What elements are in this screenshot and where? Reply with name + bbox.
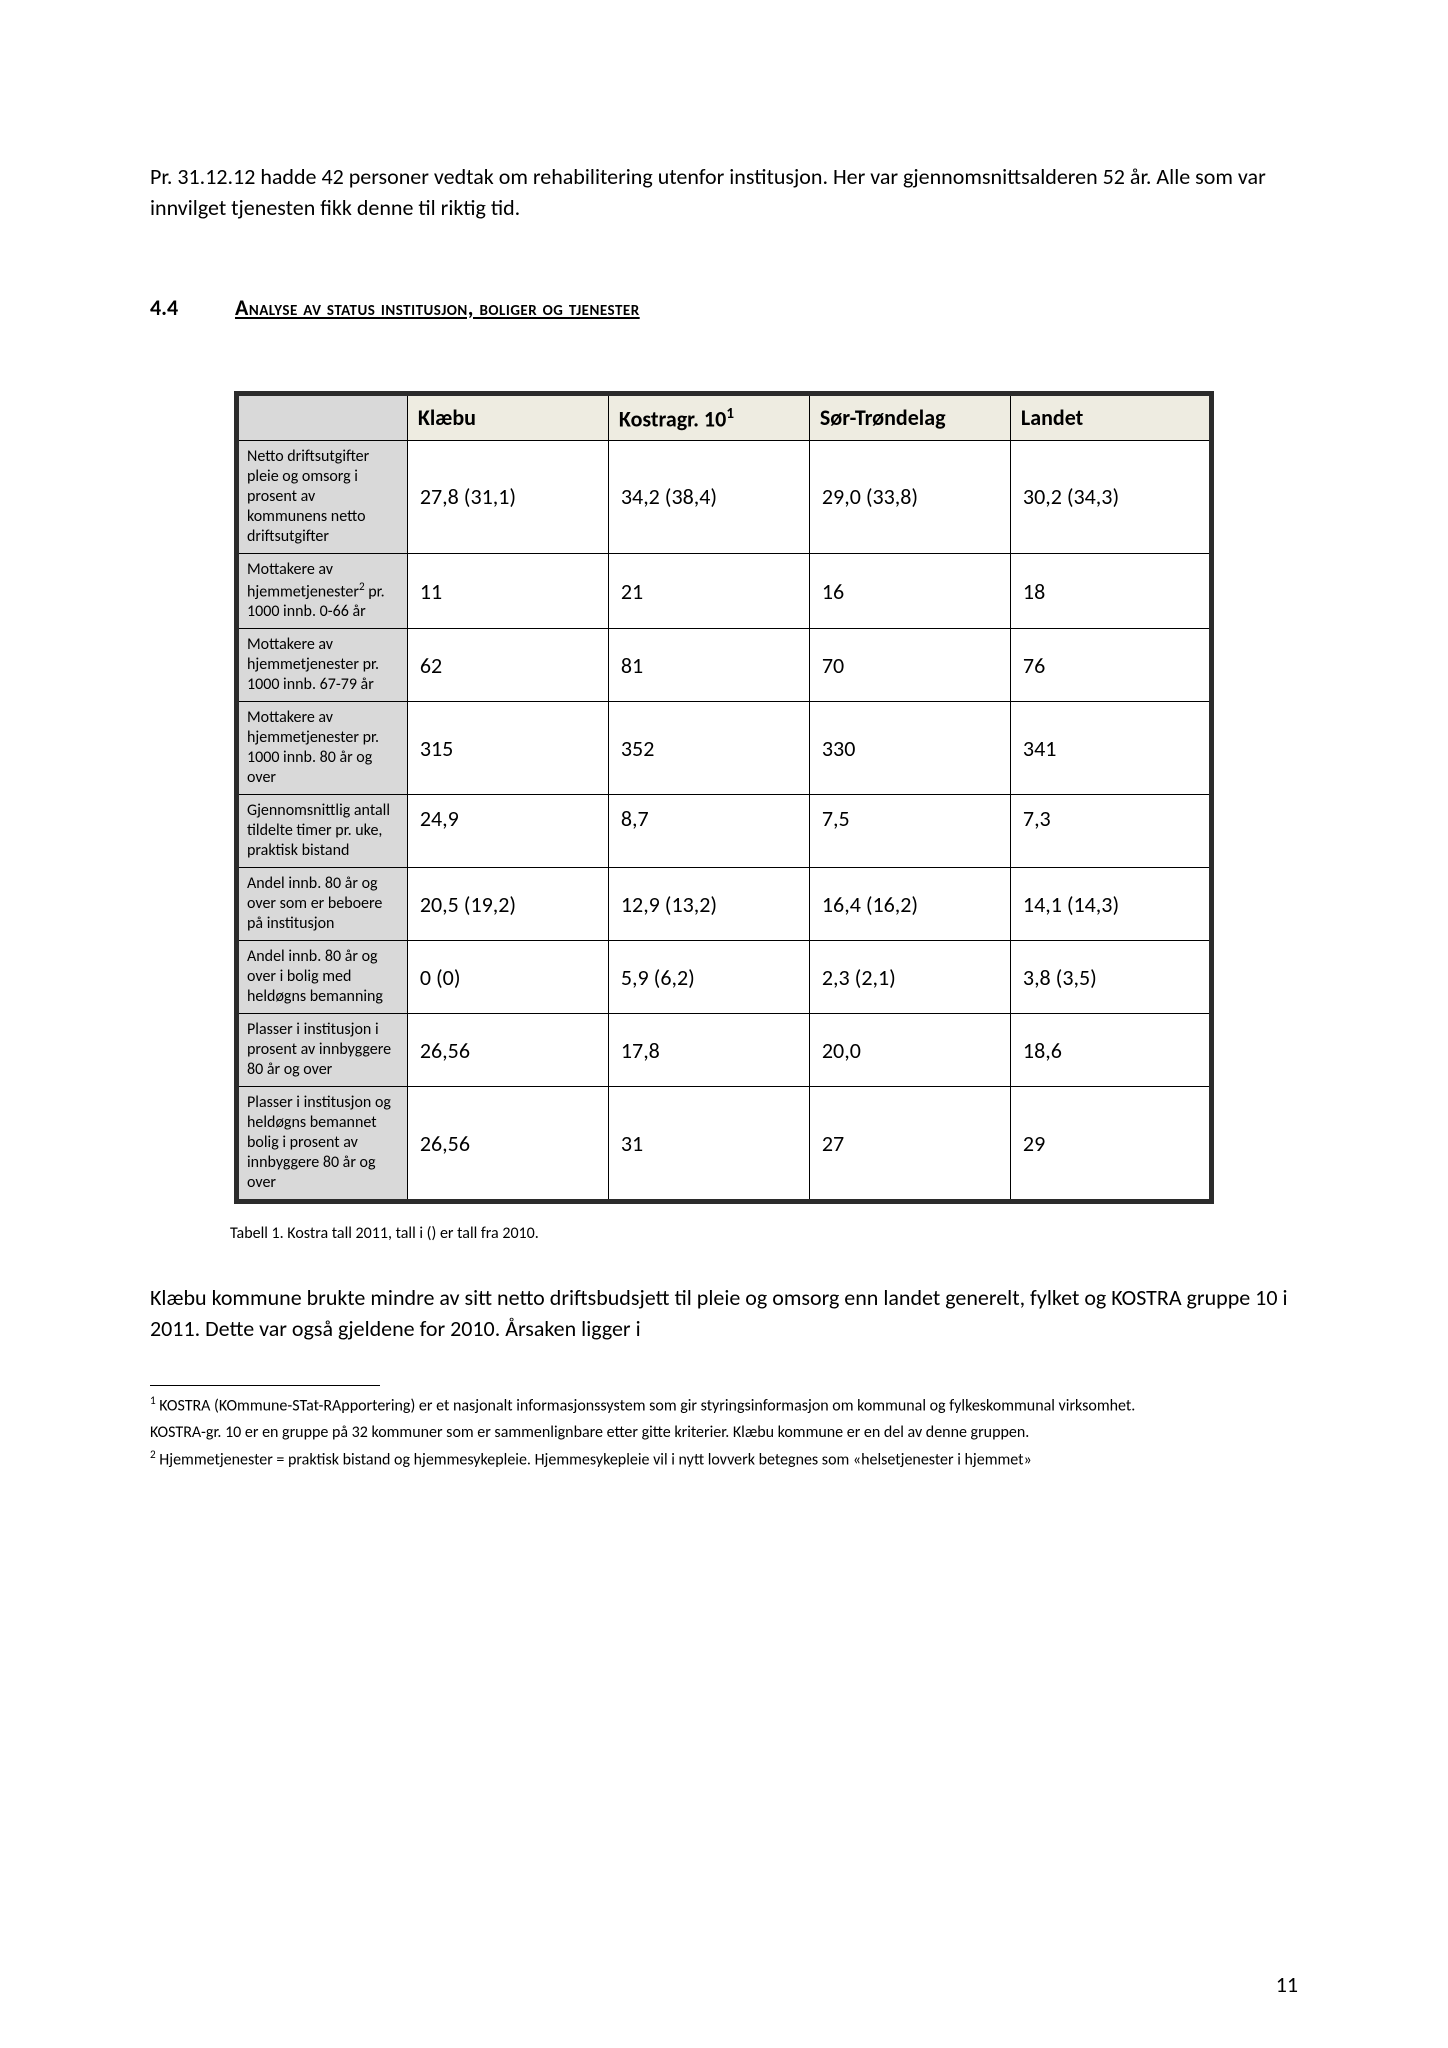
cell: 14,1 (14,3) bbox=[1010, 868, 1211, 941]
table-row: Andel innb. 80 år og over som er beboere… bbox=[237, 868, 1212, 941]
row-label: Netto driftsutgifter pleie og omsorg i p… bbox=[237, 440, 408, 553]
cell: 3,8 (3,5) bbox=[1010, 941, 1211, 1014]
cell: 31 bbox=[608, 1087, 809, 1202]
cell: 29 bbox=[1010, 1087, 1211, 1202]
col-klaebu: Klæbu bbox=[407, 393, 608, 440]
cell: 29,0 (33,8) bbox=[809, 440, 1010, 553]
cell: 70 bbox=[809, 629, 1010, 702]
cell: 20,5 (19,2) bbox=[407, 868, 608, 941]
row-label: Andel innb. 80 år og over i bolig med he… bbox=[237, 941, 408, 1014]
table-row: Mottakere av hjemmetjenester pr. 1000 in… bbox=[237, 702, 1212, 795]
table-header-row: Klæbu Kostragr. 101 Sør-Trøndelag Landet bbox=[237, 393, 1212, 440]
cell: 352 bbox=[608, 702, 809, 795]
table-body: Netto driftsutgifter pleie og omsorg i p… bbox=[237, 440, 1212, 1201]
cell: 34,2 (38,4) bbox=[608, 440, 809, 553]
footnote-2-text: Hjemmetjenester = praktisk bistand og hj… bbox=[159, 1450, 1031, 1469]
cell: 27,8 (31,1) bbox=[407, 440, 608, 553]
table-row: Plasser i institusjon i prosent av innby… bbox=[237, 1014, 1212, 1087]
row-label: Plasser i institusjon og heldøgns bemann… bbox=[237, 1087, 408, 1202]
footnote-separator bbox=[150, 1385, 380, 1386]
cell: 341 bbox=[1010, 702, 1211, 795]
cell: 20,0 bbox=[809, 1014, 1010, 1087]
col-sortrondelag: Sør-Trøndelag bbox=[809, 393, 1010, 440]
table-row: Netto driftsutgifter pleie og omsorg i p… bbox=[237, 440, 1212, 553]
cell: 27 bbox=[809, 1087, 1010, 1202]
kostra-table: Klæbu Kostragr. 101 Sør-Trøndelag Landet… bbox=[234, 391, 1214, 1205]
cell: 315 bbox=[407, 702, 608, 795]
cell: 11 bbox=[407, 553, 608, 628]
table-corner-cell bbox=[237, 393, 408, 440]
cell: 26,56 bbox=[407, 1087, 608, 1202]
table-row: Plasser i institusjon og heldøgns bemann… bbox=[237, 1087, 1212, 1202]
col-kostragr: Kostragr. 101 bbox=[608, 393, 809, 440]
table-row: Mottakere av hjemmetjenester pr. 1000 in… bbox=[237, 629, 1212, 702]
cell: 76 bbox=[1010, 629, 1211, 702]
footnote-2: 2 Hjemmetjenester = praktisk bistand og … bbox=[150, 1448, 1298, 1472]
section-title: Analyse av status institusjon, boliger o… bbox=[235, 294, 640, 321]
cell: 12,9 (13,2) bbox=[608, 868, 809, 941]
document-page: Pr. 31.12.12 hadde 42 personer vedtak om… bbox=[0, 0, 1448, 2048]
col-kostragr-sup: 1 bbox=[726, 404, 734, 423]
intro-paragraph: Pr. 31.12.12 hadde 42 personer vedtak om… bbox=[150, 162, 1298, 224]
cell: 81 bbox=[608, 629, 809, 702]
footnotes: 1 KOSTRA (KOmmune-STat-RApportering) er … bbox=[150, 1394, 1298, 1472]
col-landet: Landet bbox=[1010, 393, 1211, 440]
cell: 62 bbox=[407, 629, 608, 702]
cell: 18 bbox=[1010, 553, 1211, 628]
cell: 24,9 bbox=[407, 795, 608, 868]
cell: 17,8 bbox=[608, 1014, 809, 1087]
cell: 5,9 (6,2) bbox=[608, 941, 809, 1014]
cell: 21 bbox=[608, 553, 809, 628]
footnote-1a: 1 KOSTRA (KOmmune-STat-RApportering) er … bbox=[150, 1394, 1298, 1418]
footnote-2-marker: 2 bbox=[150, 1448, 156, 1462]
section-number: 4.4 bbox=[150, 294, 230, 321]
cell: 7,3 bbox=[1010, 795, 1211, 868]
row-label: Mottakere av hjemmetjenester pr. 1000 in… bbox=[237, 702, 408, 795]
table-row: Andel innb. 80 år og over i bolig med he… bbox=[237, 941, 1212, 1014]
cell: 26,56 bbox=[407, 1014, 608, 1087]
cell: 7,5 bbox=[809, 795, 1010, 868]
row-label: Gjennomsnittlig antall tildelte timer pr… bbox=[237, 795, 408, 868]
body-paragraph: Klæbu kommune brukte mindre av sitt nett… bbox=[150, 1283, 1298, 1345]
cell: 16 bbox=[809, 553, 1010, 628]
cell: 30,2 (34,3) bbox=[1010, 440, 1211, 553]
footnote-1-marker: 1 bbox=[150, 1394, 156, 1408]
row-label: Plasser i institusjon i prosent av innby… bbox=[237, 1014, 408, 1087]
row-label-part1: Mottakere av hjemmetjenester bbox=[247, 560, 359, 601]
table-row: Mottakere av hjemmetjenester2 pr. 1000 i… bbox=[237, 553, 1212, 628]
cell: 18,6 bbox=[1010, 1014, 1211, 1087]
cell: 330 bbox=[809, 702, 1010, 795]
cell: 8,7 bbox=[608, 795, 809, 868]
cell: 0 (0) bbox=[407, 941, 608, 1014]
row-label: Andel innb. 80 år og over som er beboere… bbox=[237, 868, 408, 941]
row-label: Mottakere av hjemmetjenester pr. 1000 in… bbox=[237, 629, 408, 702]
cell: 2,3 (2,1) bbox=[809, 941, 1010, 1014]
row-label: Mottakere av hjemmetjenester2 pr. 1000 i… bbox=[237, 553, 408, 628]
table-row: Gjennomsnittlig antall tildelte timer pr… bbox=[237, 795, 1212, 868]
table-caption: Tabell 1. Kostra tall 2011, tall i () er… bbox=[230, 1224, 1298, 1243]
footnote-1a-text: KOSTRA (KOmmune-STat-RApportering) er et… bbox=[159, 1396, 1135, 1415]
page-number: 11 bbox=[1276, 1971, 1298, 1998]
footnote-1b: KOSTRA-gr. 10 er en gruppe på 32 kommune… bbox=[150, 1422, 1298, 1444]
section-heading: 4.4 Analyse av status institusjon, bolig… bbox=[150, 294, 1298, 321]
col-kostragr-label: Kostragr. 10 bbox=[619, 405, 726, 432]
cell: 16,4 (16,2) bbox=[809, 868, 1010, 941]
